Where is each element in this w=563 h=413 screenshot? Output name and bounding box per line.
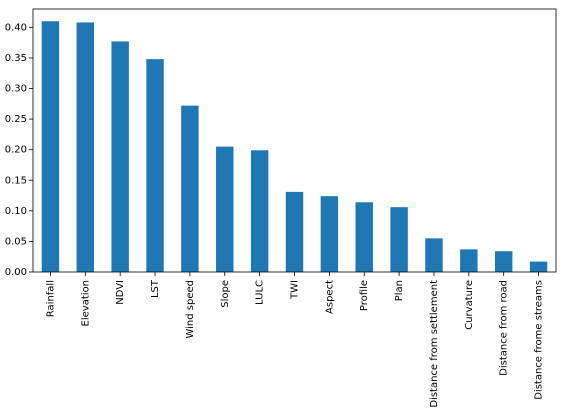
bar-slope — [216, 146, 234, 272]
x-tick-label: Curvature — [464, 280, 475, 330]
bar-elevation — [76, 22, 95, 273]
bar-distance-frome-streams — [529, 261, 548, 272]
bars — [41, 21, 548, 273]
x-tick-label: Distance from settlement — [429, 280, 440, 408]
x-tick-label: NDVI — [115, 280, 126, 305]
bar-lst — [146, 59, 164, 272]
bar-distance-from-settlement — [425, 238, 443, 272]
bar-wind-speed — [181, 105, 199, 272]
x-tick-label: LST — [150, 279, 161, 298]
x-axis: Rainfall Elevation NDVI LST Wind speed Slope L… — [45, 272, 545, 408]
y-tick-label: 0.20 — [5, 145, 27, 156]
bar-aspect — [320, 196, 339, 272]
bar-distance-from-road — [494, 251, 513, 272]
y-axis: 0.00 0.05 0.10 0.15 0.20 0.25 0.30 0.35 0.40 — [5, 22, 33, 278]
bar-lulc — [250, 150, 269, 272]
bar-rainfall — [41, 21, 60, 272]
y-tick-label: 0.00 — [5, 267, 27, 278]
y-tick-label: 0.15 — [5, 175, 27, 186]
y-tick-label: 0.35 — [5, 53, 27, 64]
x-tick-label: Plan — [394, 280, 405, 301]
x-tick-label: Slope — [220, 280, 231, 308]
y-tick-label: 0.40 — [5, 22, 27, 33]
x-tick-label: Elevation — [80, 280, 91, 326]
y-tick-label: 0.25 — [5, 114, 27, 125]
bar-twi — [285, 191, 304, 272]
x-tick-label: Rainfall — [45, 280, 56, 317]
x-tick-label: Aspect — [324, 280, 335, 314]
x-tick-label: Wind speed — [185, 280, 196, 339]
x-tick-label: Distance frome streams — [534, 280, 545, 400]
bar-curvature — [460, 249, 478, 272]
x-tick-label: Profile — [359, 280, 370, 311]
bar-ndvi — [111, 41, 129, 273]
plot-frame — [32, 8, 557, 273]
x-tick-label: Distance from road — [499, 280, 510, 376]
x-tick-label: LULC — [255, 280, 266, 305]
bar-plan — [390, 207, 408, 272]
y-tick-label: 0.05 — [5, 236, 27, 247]
bar-profile — [355, 202, 373, 272]
y-tick-label: 0.10 — [5, 206, 27, 217]
x-tick-label: TWI — [290, 280, 301, 300]
y-tick-label: 0.30 — [5, 84, 27, 95]
